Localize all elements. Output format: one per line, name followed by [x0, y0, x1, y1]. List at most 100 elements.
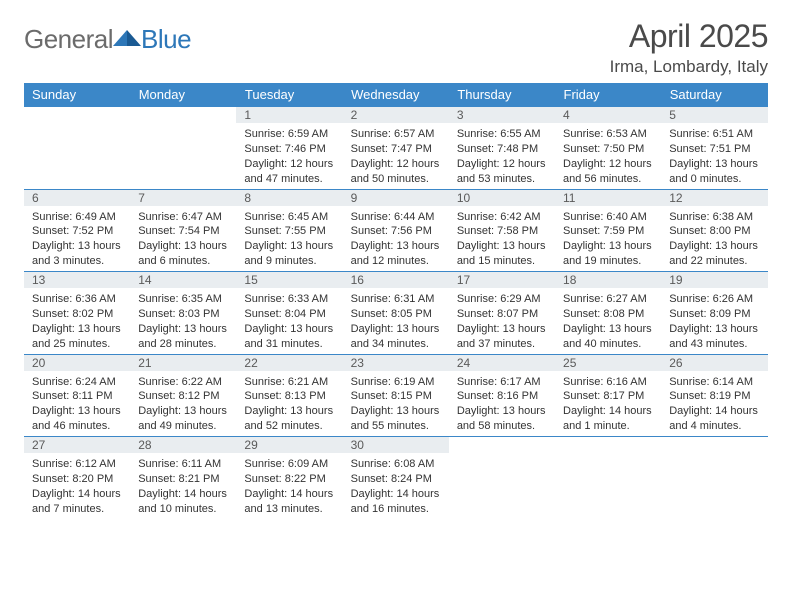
day-number: 17 — [449, 272, 555, 289]
day-number — [130, 107, 236, 124]
day-cell: Sunrise: 6:47 AMSunset: 7:54 PMDaylight:… — [130, 206, 236, 272]
daylight-text: Daylight: 13 hours and 34 minutes. — [351, 322, 441, 352]
sunrise-text: Sunrise: 6:29 AM — [457, 292, 547, 307]
daylight-text: Daylight: 14 hours and 7 minutes. — [32, 487, 122, 517]
day-number: 7 — [130, 189, 236, 206]
daylight-text: Daylight: 13 hours and 0 minutes. — [669, 157, 759, 187]
day-cell: Sunrise: 6:24 AMSunset: 8:11 PMDaylight:… — [24, 371, 130, 437]
sunrise-text: Sunrise: 6:44 AM — [351, 210, 441, 225]
day-header: Thursday — [449, 83, 555, 107]
daylight-text: Daylight: 13 hours and 3 minutes. — [32, 239, 122, 269]
sunrise-text: Sunrise: 6:11 AM — [138, 457, 228, 472]
daylight-text: Daylight: 13 hours and 15 minutes. — [457, 239, 547, 269]
day-number: 18 — [555, 272, 661, 289]
daylight-text: Daylight: 13 hours and 40 minutes. — [563, 322, 653, 352]
content-row: Sunrise: 6:36 AMSunset: 8:02 PMDaylight:… — [24, 288, 768, 354]
day-cell: Sunrise: 6:57 AMSunset: 7:47 PMDaylight:… — [343, 123, 449, 189]
daylight-text: Daylight: 13 hours and 49 minutes. — [138, 404, 228, 434]
logo-text-general: General — [24, 24, 113, 55]
day-cell: Sunrise: 6:40 AMSunset: 7:59 PMDaylight:… — [555, 206, 661, 272]
header: General Blue April 2025 Irma, Lombardy, … — [24, 18, 768, 77]
day-number: 11 — [555, 189, 661, 206]
sunset-text: Sunset: 7:54 PM — [138, 224, 228, 239]
day-number: 2 — [343, 107, 449, 124]
day-cell: Sunrise: 6:31 AMSunset: 8:05 PMDaylight:… — [343, 288, 449, 354]
day-number: 14 — [130, 272, 236, 289]
day-header-row: Sunday Monday Tuesday Wednesday Thursday… — [24, 83, 768, 107]
day-cell: Sunrise: 6:49 AMSunset: 7:52 PMDaylight:… — [24, 206, 130, 272]
day-cell — [661, 453, 767, 519]
sunset-text: Sunset: 7:51 PM — [669, 142, 759, 157]
day-cell: Sunrise: 6:33 AMSunset: 8:04 PMDaylight:… — [236, 288, 342, 354]
daylight-text: Daylight: 13 hours and 6 minutes. — [138, 239, 228, 269]
day-cell: Sunrise: 6:19 AMSunset: 8:15 PMDaylight:… — [343, 371, 449, 437]
day-number: 10 — [449, 189, 555, 206]
location: Irma, Lombardy, Italy — [610, 57, 768, 77]
sunset-text: Sunset: 8:21 PM — [138, 472, 228, 487]
day-number: 5 — [661, 107, 767, 124]
day-header: Sunday — [24, 83, 130, 107]
sunset-text: Sunset: 8:16 PM — [457, 389, 547, 404]
sunset-text: Sunset: 8:17 PM — [563, 389, 653, 404]
sunset-text: Sunset: 7:47 PM — [351, 142, 441, 157]
day-cell: Sunrise: 6:55 AMSunset: 7:48 PMDaylight:… — [449, 123, 555, 189]
day-cell — [24, 123, 130, 189]
day-cell: Sunrise: 6:17 AMSunset: 8:16 PMDaylight:… — [449, 371, 555, 437]
sunrise-text: Sunrise: 6:17 AM — [457, 375, 547, 390]
day-cell: Sunrise: 6:09 AMSunset: 8:22 PMDaylight:… — [236, 453, 342, 519]
sunset-text: Sunset: 7:55 PM — [244, 224, 334, 239]
sunrise-text: Sunrise: 6:26 AM — [669, 292, 759, 307]
day-cell: Sunrise: 6:26 AMSunset: 8:09 PMDaylight:… — [661, 288, 767, 354]
day-number: 26 — [661, 354, 767, 371]
sunrise-text: Sunrise: 6:40 AM — [563, 210, 653, 225]
daylight-text: Daylight: 13 hours and 12 minutes. — [351, 239, 441, 269]
daylight-text: Daylight: 13 hours and 55 minutes. — [351, 404, 441, 434]
day-number: 1 — [236, 107, 342, 124]
sunrise-text: Sunrise: 6:24 AM — [32, 375, 122, 390]
sunset-text: Sunset: 8:22 PM — [244, 472, 334, 487]
day-number: 30 — [343, 437, 449, 454]
day-number: 13 — [24, 272, 130, 289]
sunrise-text: Sunrise: 6:51 AM — [669, 127, 759, 142]
sunrise-text: Sunrise: 6:42 AM — [457, 210, 547, 225]
sunrise-text: Sunrise: 6:35 AM — [138, 292, 228, 307]
sunset-text: Sunset: 8:08 PM — [563, 307, 653, 322]
sunset-text: Sunset: 8:15 PM — [351, 389, 441, 404]
logo: General Blue — [24, 24, 191, 55]
day-cell: Sunrise: 6:12 AMSunset: 8:20 PMDaylight:… — [24, 453, 130, 519]
day-cell: Sunrise: 6:11 AMSunset: 8:21 PMDaylight:… — [130, 453, 236, 519]
day-cell — [130, 123, 236, 189]
logo-text-blue: Blue — [141, 24, 191, 55]
logo-triangle-icon — [113, 28, 141, 48]
day-cell — [555, 453, 661, 519]
sunrise-text: Sunrise: 6:47 AM — [138, 210, 228, 225]
sunrise-text: Sunrise: 6:16 AM — [563, 375, 653, 390]
day-cell: Sunrise: 6:59 AMSunset: 7:46 PMDaylight:… — [236, 123, 342, 189]
daylight-text: Daylight: 14 hours and 1 minute. — [563, 404, 653, 434]
day-number: 6 — [24, 189, 130, 206]
daynum-row: 12345 — [24, 107, 768, 124]
daylight-text: Daylight: 13 hours and 52 minutes. — [244, 404, 334, 434]
sunset-text: Sunset: 8:00 PM — [669, 224, 759, 239]
day-cell: Sunrise: 6:44 AMSunset: 7:56 PMDaylight:… — [343, 206, 449, 272]
sunrise-text: Sunrise: 6:57 AM — [351, 127, 441, 142]
content-row: Sunrise: 6:49 AMSunset: 7:52 PMDaylight:… — [24, 206, 768, 272]
day-number: 29 — [236, 437, 342, 454]
daylight-text: Daylight: 14 hours and 16 minutes. — [351, 487, 441, 517]
sunset-text: Sunset: 7:52 PM — [32, 224, 122, 239]
sunset-text: Sunset: 8:04 PM — [244, 307, 334, 322]
sunrise-text: Sunrise: 6:14 AM — [669, 375, 759, 390]
content-row: Sunrise: 6:59 AMSunset: 7:46 PMDaylight:… — [24, 123, 768, 189]
sunset-text: Sunset: 7:46 PM — [244, 142, 334, 157]
daylight-text: Daylight: 13 hours and 43 minutes. — [669, 322, 759, 352]
sunset-text: Sunset: 8:12 PM — [138, 389, 228, 404]
sunrise-text: Sunrise: 6:38 AM — [669, 210, 759, 225]
day-cell: Sunrise: 6:16 AMSunset: 8:17 PMDaylight:… — [555, 371, 661, 437]
day-cell: Sunrise: 6:27 AMSunset: 8:08 PMDaylight:… — [555, 288, 661, 354]
day-header: Wednesday — [343, 83, 449, 107]
daylight-text: Daylight: 14 hours and 10 minutes. — [138, 487, 228, 517]
sunset-text: Sunset: 7:59 PM — [563, 224, 653, 239]
day-number: 28 — [130, 437, 236, 454]
page-title: April 2025 — [610, 18, 768, 55]
day-cell — [449, 453, 555, 519]
